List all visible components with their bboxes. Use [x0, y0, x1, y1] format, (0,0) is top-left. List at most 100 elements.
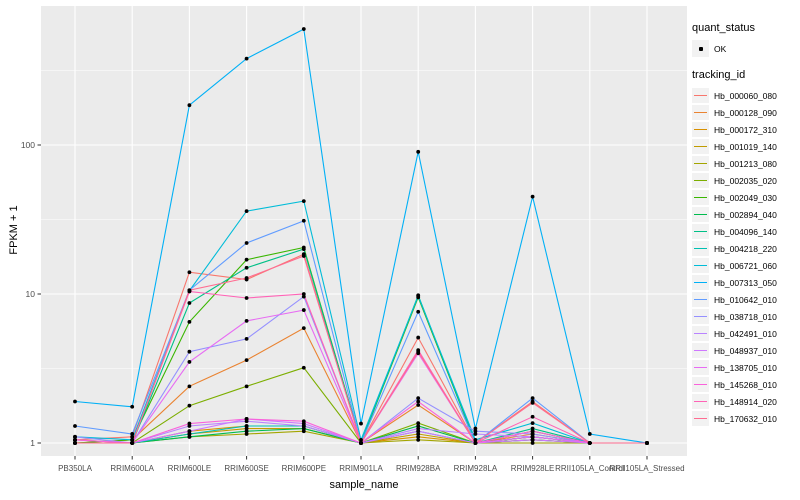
- data-point: [244, 265, 249, 270]
- x-tick-label: RRIM600SE: [224, 464, 268, 473]
- series-color-line-icon: [694, 128, 707, 131]
- series-color-line-icon: [694, 264, 707, 267]
- data-point: [416, 335, 421, 340]
- x-tick-label: RRIM928BA: [396, 464, 441, 473]
- data-point: [301, 429, 306, 434]
- series-color-line-icon: [694, 111, 707, 114]
- data-point: [301, 365, 306, 370]
- legend-item-label: Hb_002894_040: [714, 209, 777, 220]
- legend-key-swatch: [692, 394, 709, 409]
- data-point: [473, 432, 478, 436]
- legend-key-swatch: [692, 122, 709, 137]
- legend-quant-status-title: quant_status: [692, 22, 755, 34]
- data-point: [244, 276, 249, 280]
- data-point: [359, 437, 363, 442]
- data-point: [187, 432, 192, 436]
- legend-item: Hb_038718_010: [692, 308, 798, 325]
- y-tick-label: 1: [30, 438, 35, 448]
- data-point: [530, 414, 535, 419]
- data-point: [301, 27, 306, 31]
- data-point: [473, 441, 478, 445]
- ok-point-icon: [692, 40, 709, 57]
- data-point: [244, 241, 249, 245]
- data-point: [244, 209, 249, 214]
- data-point: [187, 421, 192, 426]
- x-tick-label: RRIM901LA: [339, 464, 383, 473]
- data-point: [530, 437, 535, 442]
- legend-item-label: Hb_038718_010: [714, 311, 777, 322]
- data-point: [301, 308, 306, 312]
- legend-key-swatch: [692, 292, 709, 307]
- legend-item-label: Hb_145268_010: [714, 379, 777, 390]
- series-color-line-icon: [694, 179, 707, 182]
- series-color-line-icon: [694, 332, 707, 335]
- legend-item-ok-label: OK: [714, 43, 727, 54]
- legend-item-label: Hb_048937_010: [714, 345, 777, 356]
- data-point: [244, 417, 249, 421]
- legend-item-label: Hb_001213_080: [714, 158, 777, 169]
- data-point: [416, 399, 421, 404]
- legend-item-label: Hb_148914_020: [714, 396, 777, 407]
- data-point: [244, 384, 249, 389]
- data-point: [187, 319, 192, 324]
- data-point: [530, 432, 535, 436]
- data-point: [530, 400, 535, 405]
- data-point: [301, 218, 306, 223]
- data-point: [130, 432, 135, 436]
- data-point: [416, 426, 421, 431]
- legend-tracking-id-title: tracking_id: [692, 69, 746, 81]
- legend-item: Hb_001019_140: [692, 138, 798, 155]
- data-point: [530, 194, 535, 199]
- series-color-line-icon: [694, 281, 707, 284]
- legend-item-ok: OK: [692, 40, 798, 57]
- series-color-line-icon: [694, 383, 707, 386]
- legend-key-swatch: [692, 241, 709, 256]
- legend-key-swatch: [692, 224, 709, 239]
- data-point: [473, 426, 478, 431]
- data-point: [187, 360, 192, 364]
- legend-item-label: Hb_000060_080: [714, 90, 777, 101]
- data-point: [244, 432, 249, 436]
- legend-item: Hb_007313_050: [692, 274, 798, 291]
- data-point: [530, 434, 535, 439]
- legend-item: Hb_145268_010: [692, 376, 798, 393]
- series-color-line-icon: [694, 298, 707, 301]
- data-point: [645, 441, 649, 445]
- data-point: [301, 419, 306, 424]
- data-point: [244, 56, 249, 61]
- legend-item: Hb_002035_020: [692, 172, 798, 189]
- x-tick-label: RRIM600LE: [168, 464, 212, 473]
- legend-item: Hb_000128_090: [692, 104, 798, 121]
- legend-key-swatch: [692, 88, 709, 103]
- data-point: [187, 403, 192, 408]
- legend-item: Hb_002049_030: [692, 189, 798, 206]
- legend-key-swatch: [692, 190, 709, 205]
- data-point: [530, 396, 535, 401]
- legend-item-label: Hb_010642_010: [714, 294, 777, 305]
- legend-item: Hb_002894_040: [692, 206, 798, 223]
- series-color-line-icon: [694, 230, 707, 233]
- data-point: [301, 292, 306, 296]
- data-point: [130, 434, 135, 439]
- x-tick-label: RRIM600LA: [110, 464, 154, 473]
- legend-key-swatch: [692, 360, 709, 375]
- legend-key-swatch: [692, 156, 709, 171]
- data-point: [73, 441, 77, 445]
- data-point: [587, 432, 592, 436]
- y-tick-label: 10: [26, 289, 36, 299]
- data-point: [187, 349, 192, 354]
- legend: quant_status OK tracking_id Hb_000060_08…: [692, 22, 798, 427]
- data-point: [244, 257, 249, 262]
- series-color-line-icon: [694, 94, 707, 97]
- legend-key-swatch: [692, 326, 709, 341]
- data-point: [416, 421, 421, 426]
- legend-item: Hb_170632_010: [692, 410, 798, 427]
- legend-key-swatch: [692, 173, 709, 188]
- legend-item: Hb_001213_080: [692, 155, 798, 172]
- data-point: [130, 441, 135, 445]
- x-tick-label: RRIM928LE: [511, 464, 555, 473]
- data-point: [416, 434, 421, 439]
- data-point: [73, 434, 77, 439]
- legend-item-label: Hb_004096_140: [714, 226, 777, 237]
